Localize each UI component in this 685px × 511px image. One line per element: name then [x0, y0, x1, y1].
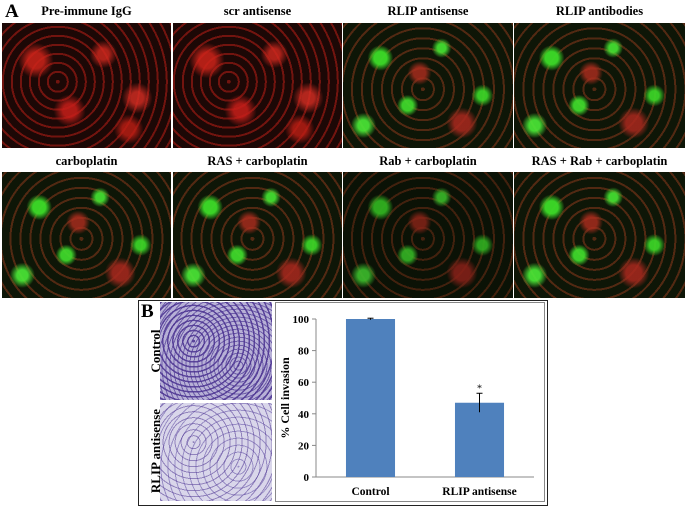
y-tick-label: 0	[304, 472, 310, 484]
micrograph-ras-rab-carboplatin	[514, 172, 685, 298]
panel-b-letter: B	[141, 301, 154, 322]
panel-a-label-2: scr antisense	[223, 4, 292, 18]
y-tick-label: 40	[298, 409, 310, 421]
invasion-chart: 0 20 40 60 80 100 % Cell invasion Control * RLIP …	[275, 302, 545, 502]
y-tick-label: 100	[293, 314, 310, 326]
micrograph-control-invasion	[160, 302, 272, 400]
panel-a-label-3: RLIP antisense	[387, 4, 469, 18]
micrograph-scr-antisense	[173, 23, 342, 148]
y-tick-label: 80	[298, 346, 310, 358]
panel-a-letter: A	[5, 1, 19, 22]
micrograph-pre-immune-igg	[2, 23, 171, 148]
invasion-bar-chart: 0 20 40 60 80 100 % Cell invasion Control * RLIP …	[278, 314, 534, 498]
micrograph-rlip-antisense-invasion	[160, 403, 272, 501]
significance-marker: *	[477, 383, 482, 394]
bar-control	[345, 319, 396, 477]
y-tick-label: 60	[298, 377, 310, 389]
panel-a-label-8: RAS + Rab + carboplatin	[531, 154, 668, 168]
y-axis-label: % Cell invasion	[278, 357, 292, 439]
panel-a-label-4: RLIP antibodies	[555, 4, 644, 18]
y-tick-label: 20	[298, 440, 310, 452]
micrograph-ras-carboplatin	[173, 172, 342, 298]
micrograph-rlip-antibodies	[514, 23, 685, 148]
panel-a-label-5: carboplatin	[55, 154, 118, 168]
image-label-rlip-antisense: RLIP antisense	[148, 408, 163, 494]
panel-a-label-6: RAS + carboplatin	[207, 154, 308, 168]
x-tick-label: Control	[351, 486, 389, 498]
x-tick-label: RLIP antisense	[442, 486, 516, 498]
bar-rlip-antisense	[454, 402, 505, 477]
micrograph-rab-carboplatin	[343, 172, 513, 298]
micrograph-rlip-antisense	[343, 23, 513, 148]
panel-a-label-1: Pre-immune IgG	[41, 4, 132, 18]
panel-a-label-7: Rab + carboplatin	[379, 154, 477, 168]
micrograph-carboplatin	[2, 172, 171, 298]
image-label-control: Control	[148, 329, 163, 373]
